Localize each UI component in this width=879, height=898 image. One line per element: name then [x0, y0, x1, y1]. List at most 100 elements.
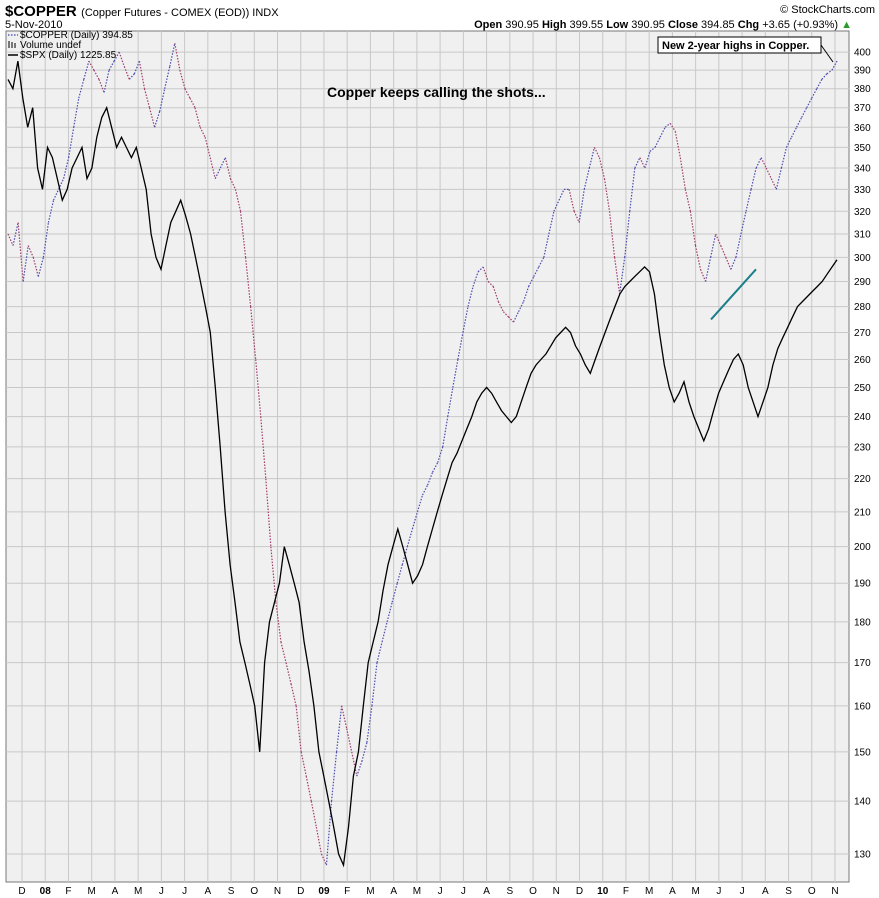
y-tick-label: 200	[854, 542, 871, 553]
y-tick-label: 330	[854, 185, 871, 196]
y-tick-label: 320	[854, 207, 871, 218]
copper-segment	[558, 189, 565, 201]
symbol-title: $COPPER	[5, 3, 77, 20]
copper-segment	[477, 266, 484, 273]
copper-segment	[785, 136, 793, 148]
y-tick-label: 190	[854, 579, 871, 590]
chart-header-left: $COPPER (Copper Futures - COMEX (EOD)) I…	[5, 3, 279, 21]
copper-segment	[330, 751, 338, 802]
copper-segment	[613, 257, 621, 295]
copper-segment	[63, 157, 70, 179]
copper-segment	[381, 621, 388, 643]
copper-segment	[361, 742, 368, 762]
copper-segment	[280, 641, 287, 663]
copper-segment	[684, 189, 691, 212]
y-tick-label: 380	[854, 84, 871, 95]
copper-segment	[73, 98, 80, 128]
copper-segment	[52, 189, 60, 201]
x-tick-label: N	[274, 886, 281, 897]
copper-segment	[806, 97, 813, 108]
copper-segment	[406, 528, 413, 547]
copper-segment	[270, 546, 277, 603]
y-tick-label: 400	[854, 48, 871, 59]
copper-segment	[780, 147, 788, 169]
x-tick-label: O	[808, 886, 816, 897]
copper-segment	[214, 167, 221, 179]
copper-segment	[164, 66, 171, 89]
x-tick-label: 08	[40, 886, 52, 897]
copper-segment	[523, 286, 530, 302]
symbol-name: (Copper Futures - COMEX (EOD)) INDX	[81, 7, 279, 19]
axis-ticks: 130 140 150 160 170 180 190 200 210 220 230 240 250 2…	[18, 48, 871, 897]
copper-segment	[502, 311, 509, 318]
copper-segment	[826, 69, 833, 75]
copper-segment	[442, 416, 449, 448]
copper-segment	[679, 157, 686, 190]
legend-swatch-volume	[8, 41, 10, 48]
copper-segment	[391, 583, 398, 603]
copper-segment	[730, 257, 737, 270]
price-stats: © StockCharts.com	[780, 4, 875, 16]
copper-segment	[98, 79, 105, 93]
copper-segment	[770, 178, 777, 190]
copper-segment	[639, 157, 646, 169]
copper-segment	[255, 359, 262, 417]
y-tick-label: 250	[854, 383, 871, 394]
copper-segment	[123, 66, 130, 80]
x-tick-label: M	[413, 886, 421, 897]
copper-segment	[497, 301, 504, 312]
y-tick-label: 140	[854, 797, 871, 808]
copper-segment	[432, 462, 439, 473]
copper-segment	[83, 60, 90, 80]
y-tick-label: 340	[854, 164, 871, 175]
copper-segment	[179, 69, 186, 89]
copper-segment	[583, 167, 590, 190]
copper-segment	[209, 157, 216, 179]
copper-segment	[17, 222, 24, 282]
copper-segment	[629, 167, 636, 212]
copper-segment	[305, 775, 312, 802]
copper-segment	[659, 126, 666, 138]
copper-segment	[118, 51, 125, 67]
low-value: 390.95	[631, 19, 665, 31]
copper-segment	[386, 602, 393, 622]
copper-segment	[341, 705, 348, 729]
y-tick-label: 150	[854, 747, 871, 758]
copper-segment	[234, 189, 242, 212]
x-tick-label: S	[228, 886, 235, 897]
copper-segment	[346, 728, 353, 753]
x-tick-label: D	[297, 886, 304, 897]
x-tick-label: M	[691, 886, 699, 897]
copper-segment	[568, 189, 575, 212]
copper-segment	[12, 222, 19, 246]
y-tick-label: 290	[854, 277, 871, 288]
legend-label: $SPX (Daily) 1225.85	[20, 50, 117, 61]
x-tick-label: A	[483, 886, 490, 897]
copper-segment	[790, 126, 798, 138]
y-tick-label: 270	[854, 328, 871, 339]
y-tick-label: 210	[854, 507, 871, 518]
x-tick-label: J	[740, 886, 745, 897]
copper-segment	[664, 122, 671, 128]
copper-segment	[265, 478, 272, 547]
copper-segment	[22, 245, 29, 282]
chart-date: 5-Nov-2010	[5, 19, 63, 31]
copper-segment	[619, 257, 626, 295]
y-tick-label: 160	[854, 701, 871, 712]
annotation-callout: New 2-year highs in Copper.	[657, 36, 834, 63]
x-tick-label: J	[438, 886, 443, 897]
logo-text[interactable]: © StockCharts.com	[780, 4, 875, 16]
copper-segment	[715, 233, 722, 246]
copper-segment	[103, 70, 110, 93]
x-tick-label: A	[112, 886, 119, 897]
copper-segment	[720, 245, 727, 258]
open-value: 390.95	[505, 19, 539, 31]
copper-segment	[492, 286, 499, 302]
copper-segment	[508, 316, 514, 323]
copper-segment	[68, 127, 75, 158]
copper-segment	[356, 761, 363, 777]
copper-segment	[351, 751, 358, 777]
x-tick-label: A	[762, 886, 769, 897]
copper-segment	[725, 257, 732, 270]
